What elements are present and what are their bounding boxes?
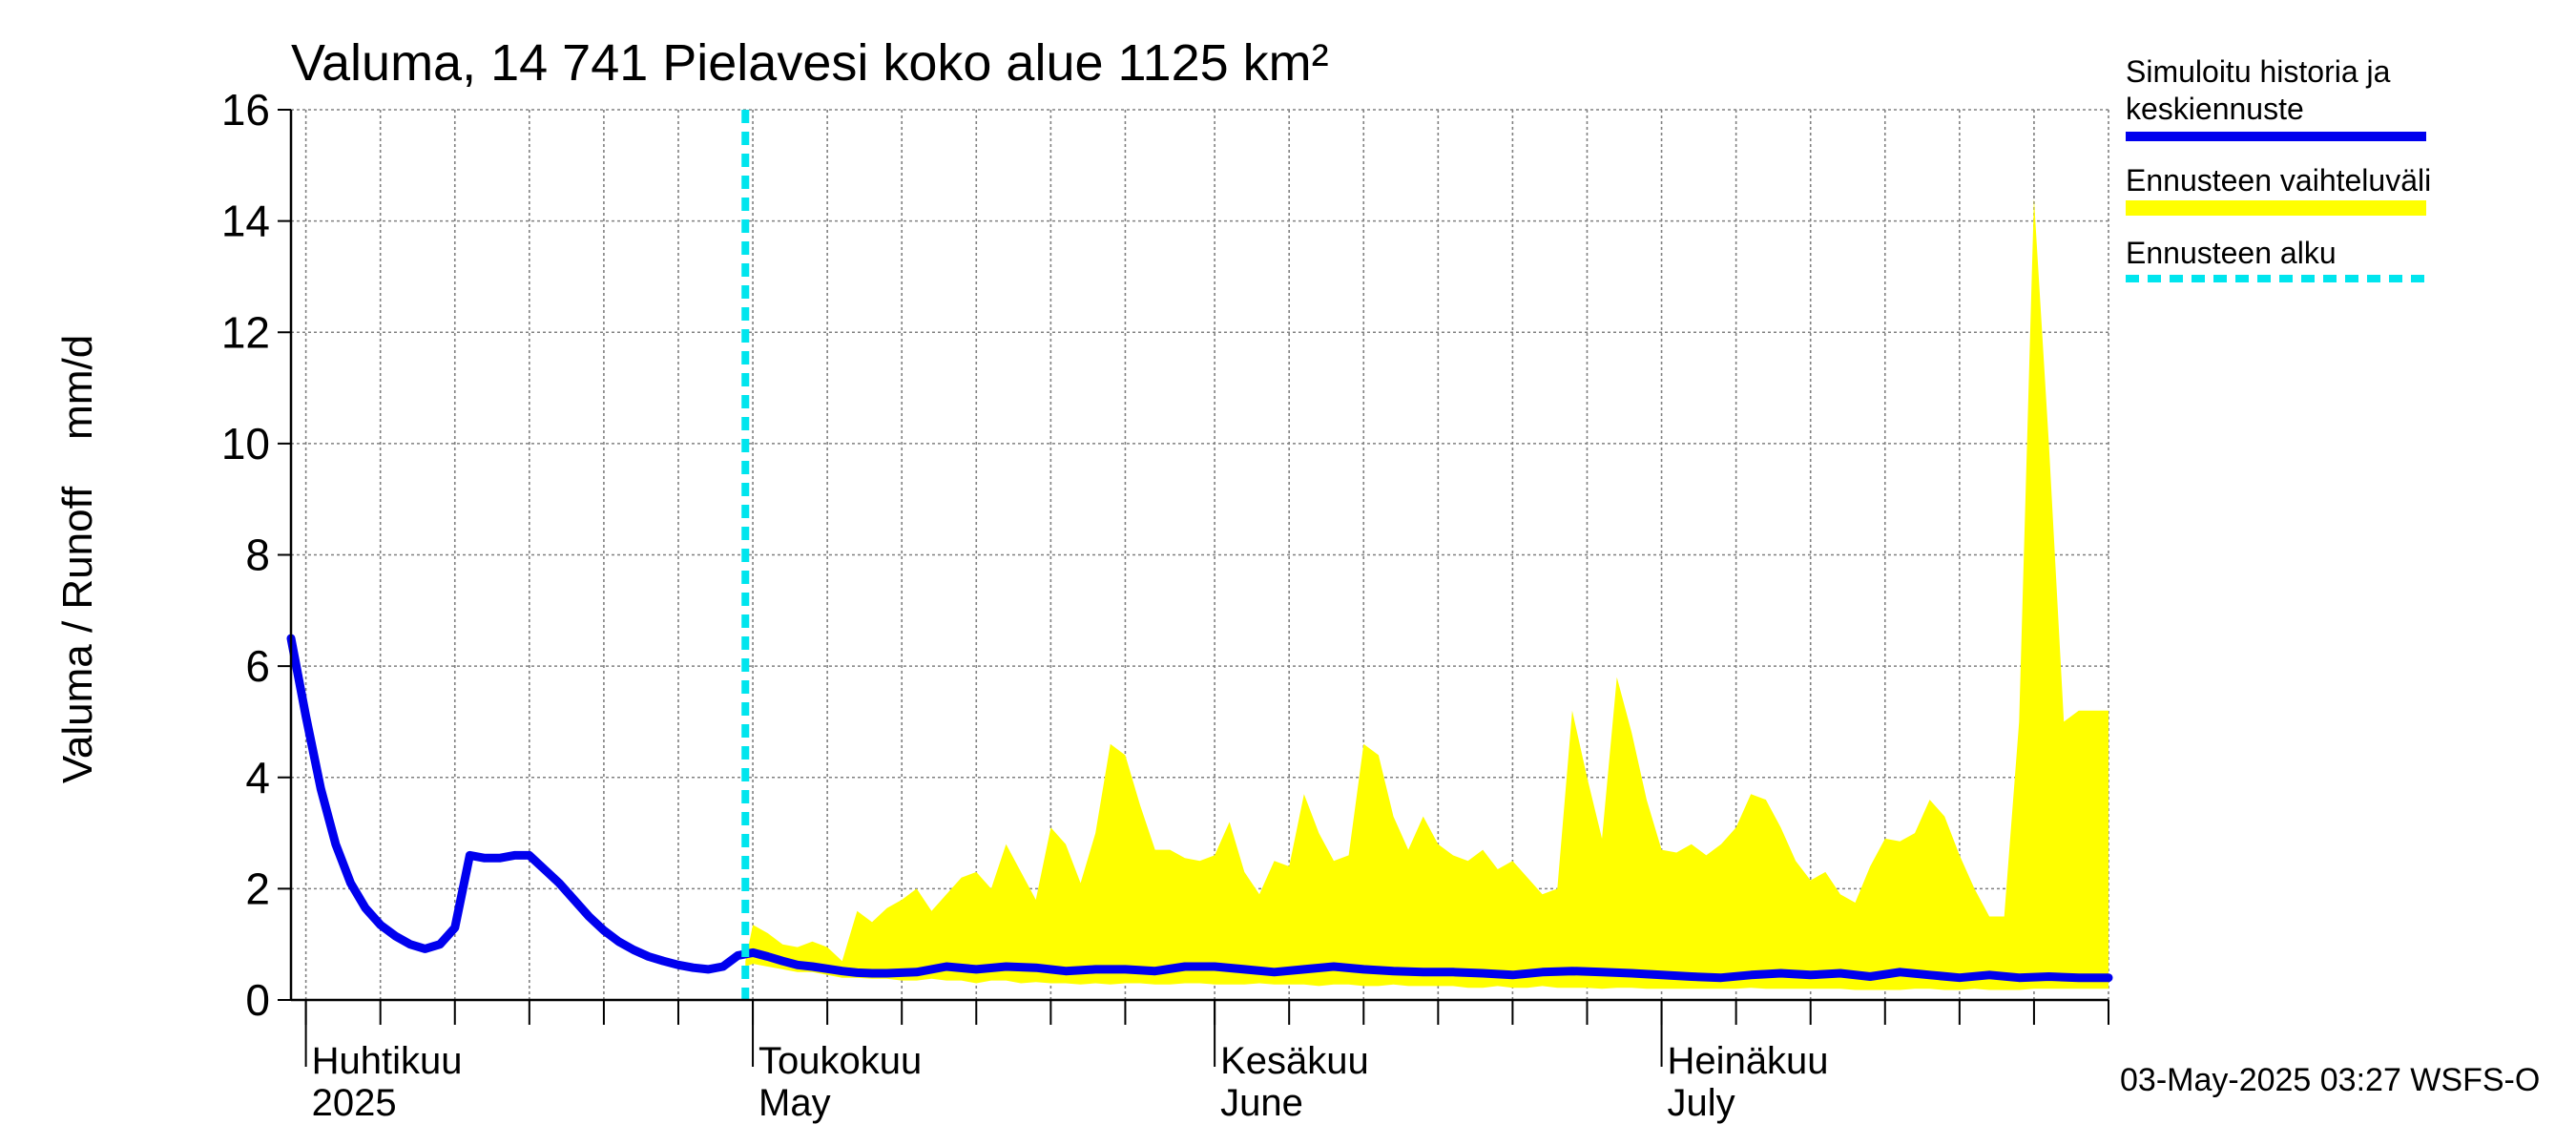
y-tick-label: 8 bbox=[245, 531, 270, 580]
month-label: Huhtikuu bbox=[312, 1040, 463, 1082]
forecast-range-band bbox=[745, 198, 2109, 990]
y-tick-label: 10 bbox=[221, 419, 270, 468]
month-label-en: May bbox=[758, 1082, 831, 1124]
footer-timestamp: 03-May-2025 03:27 WSFS-O bbox=[2120, 1062, 2540, 1098]
legend-simulated-label-line2: keskiennuste bbox=[2126, 92, 2304, 126]
forecast-range-layer bbox=[745, 198, 2109, 990]
month-label-en: July bbox=[1668, 1082, 1735, 1124]
legend: Simuloitu historia ja keskiennuste Ennus… bbox=[2126, 54, 2431, 282]
legend-simulated-label-line1: Simuloitu historia ja bbox=[2126, 54, 2391, 89]
y-axis-label: Valuma / Runoff mm/d bbox=[54, 335, 101, 783]
legend-range-label: Ennusteen vaihteluväli bbox=[2126, 163, 2431, 198]
month-label-en: June bbox=[1220, 1082, 1303, 1124]
simulated-runoff-line bbox=[286, 634, 2113, 983]
chart-title: Valuma, 14 741 Pielavesi koko alue 1125 … bbox=[291, 34, 1329, 92]
month-label-en: 2025 bbox=[312, 1082, 397, 1124]
month-label: Heinäkuu bbox=[1668, 1040, 1829, 1082]
month-label: Kesäkuu bbox=[1220, 1040, 1369, 1082]
y-tick-label: 0 bbox=[245, 975, 270, 1025]
legend-forecast-start-label: Ennusteen alku bbox=[2126, 236, 2337, 270]
y-tick-label: 14 bbox=[221, 197, 270, 246]
y-tick-label: 6 bbox=[245, 641, 270, 691]
y-tick-label: 2 bbox=[245, 864, 270, 913]
y-tick-label: 12 bbox=[221, 307, 270, 357]
y-tick-label: 16 bbox=[221, 85, 270, 135]
simulated-line-layer bbox=[286, 634, 2113, 983]
month-label: Toukokuu bbox=[758, 1040, 922, 1082]
y-tick-label: 4 bbox=[245, 753, 270, 802]
